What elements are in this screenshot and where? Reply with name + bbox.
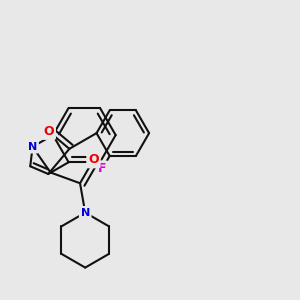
Text: N: N xyxy=(81,208,90,218)
Text: O: O xyxy=(88,154,99,166)
Text: N: N xyxy=(28,142,37,152)
Text: F: F xyxy=(98,162,106,175)
Text: O: O xyxy=(44,125,54,138)
